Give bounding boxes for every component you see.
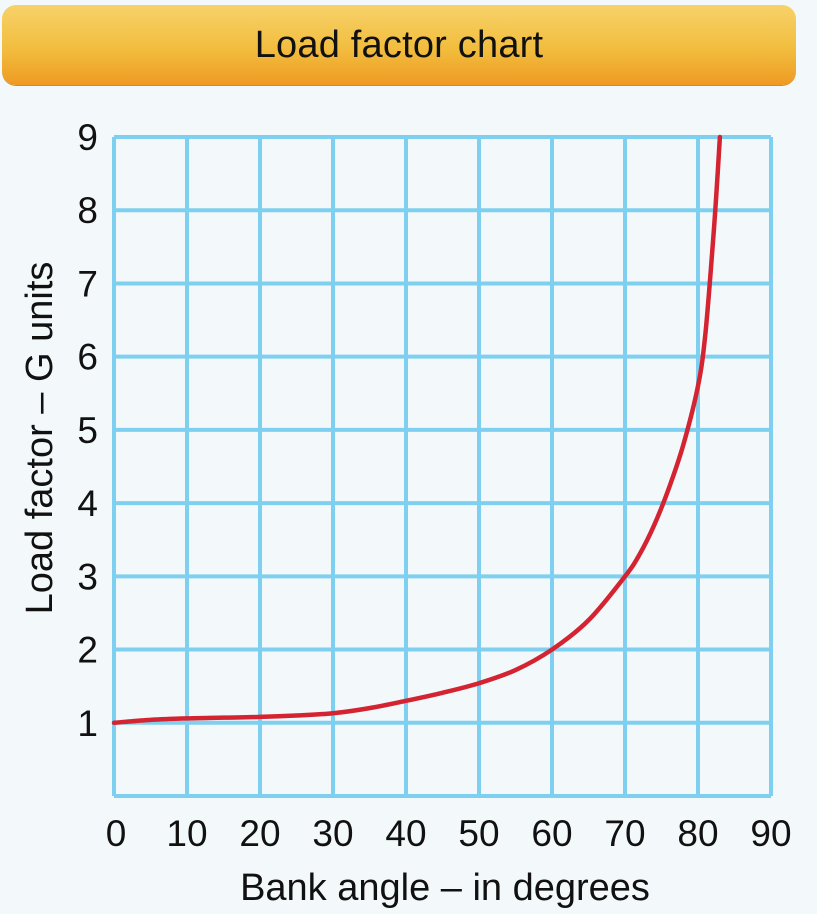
curve-layer (111, 134, 723, 726)
y-tick-label: 2 (77, 630, 98, 671)
x-tick-label: 20 (239, 813, 280, 854)
x-tick-label: 40 (385, 813, 426, 854)
x-tick-label: 10 (166, 813, 207, 854)
x-tick-label: 90 (750, 813, 791, 854)
x-tick-label: 80 (677, 813, 718, 854)
load-factor-curve (111, 134, 723, 726)
x-tick-labels: 0 10 20 30 40 50 60 70 80 90 (106, 813, 792, 854)
chart-title: Load factor chart (254, 23, 544, 66)
y-tick-label: 9 (77, 117, 98, 158)
y-tick-label: 8 (77, 190, 98, 231)
x-tick-label: 50 (458, 813, 499, 854)
y-tick-label: 4 (77, 483, 98, 524)
y-tick-label: 6 (77, 337, 98, 378)
x-tick-label: 60 (531, 813, 572, 854)
x-tick-label: 0 (106, 813, 127, 854)
y-tick-label: 7 (77, 263, 98, 304)
y-axis-label: Load factor – G units (19, 262, 61, 615)
y-tick-labels: 1 2 3 4 5 6 7 8 9 (77, 117, 98, 744)
x-tick-label: 70 (604, 813, 645, 854)
x-tick-label: 30 (312, 813, 353, 854)
y-tick-label: 5 (77, 410, 98, 451)
chart-title-bar: Load factor chart (2, 5, 796, 85)
y-tick-label: 1 (77, 703, 98, 744)
grid (112, 135, 773, 798)
x-axis-label: Bank angle – in degrees (240, 867, 650, 909)
y-tick-label: 3 (77, 556, 98, 597)
